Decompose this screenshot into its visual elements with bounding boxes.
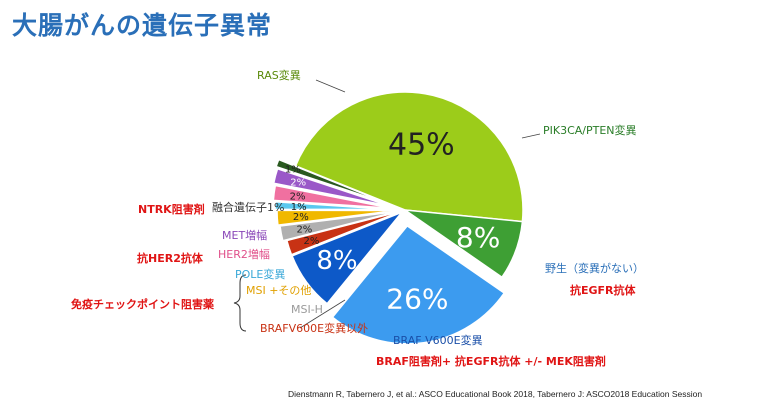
annotation-ntrk: NTRK阻害剤 bbox=[138, 203, 205, 216]
pct-label-her2: 2% bbox=[290, 192, 306, 203]
pie-pik3ca-pten bbox=[402, 208, 524, 279]
percent-labels: 45%8%26%8%2%2%2%1%2%2%1% bbox=[285, 127, 500, 315]
leader-ras bbox=[315, 79, 346, 93]
pie-wild-type bbox=[331, 224, 506, 345]
pie-msi-h bbox=[279, 210, 398, 242]
pct-label-wild-type: 26% bbox=[386, 282, 448, 315]
name-label-braf-non-v600e: BRAFV600E変異以外 bbox=[260, 321, 368, 335]
pct-label-pik3ca-pten: 8% bbox=[456, 221, 500, 254]
name-label-ras: RAS変異 bbox=[257, 68, 301, 82]
name-label-her2: HER2増幅 bbox=[218, 248, 270, 261]
name-label-msi-h: MSI-H bbox=[291, 303, 323, 316]
leader-braf-non-v600e bbox=[299, 299, 346, 329]
pie-fusion bbox=[275, 158, 389, 205]
pie-her2 bbox=[272, 184, 392, 209]
pct-label-ras: 45% bbox=[388, 127, 455, 162]
pie-braf-v600e bbox=[291, 210, 405, 305]
name-label-met: MET増幅 bbox=[222, 229, 267, 242]
pie-slices bbox=[272, 91, 524, 345]
leader-lines bbox=[299, 79, 541, 329]
annotation-wild: 抗EGFR抗体 bbox=[570, 284, 636, 297]
pct-label-pole: 1% bbox=[291, 202, 307, 213]
name-label-wild-type: 野生（変異がない） bbox=[545, 261, 644, 275]
pie-pole bbox=[274, 200, 394, 211]
name-label-pik3ca-pten: PIK3CA/PTEN変異 bbox=[543, 123, 637, 137]
pie-ras bbox=[294, 91, 524, 223]
immune-bracket bbox=[233, 274, 247, 332]
annotation-braf: BRAF阻害剤+ 抗EGFR抗体 +/- MEK阻害剤 bbox=[376, 355, 606, 368]
name-label-braf-v600e: BRAF V600E変異 bbox=[393, 333, 483, 347]
pct-label-fusion: 1% bbox=[285, 164, 301, 175]
citation: Dienstmann R, Tabernero J, et al.: ASCO … bbox=[288, 389, 703, 399]
name-label-fusion: 融合遺伝子1% bbox=[212, 200, 284, 214]
pct-label-msi-h: 2% bbox=[296, 225, 312, 236]
pie-braf-non-v600e bbox=[285, 210, 402, 256]
annotation-immune: 免疫チェックポイント阻害薬 bbox=[71, 298, 214, 311]
chart-title: 大腸がんの遺伝子異常 bbox=[12, 11, 273, 40]
pct-label-braf-non-v600e: 2% bbox=[303, 236, 319, 247]
pie-met bbox=[272, 167, 390, 207]
leader-pik3ca-pten bbox=[521, 133, 541, 139]
name-label-pole: POLE変異 bbox=[235, 267, 285, 281]
name-label-msi-other: MSI +その他 bbox=[246, 284, 311, 297]
pie-msi-other bbox=[276, 209, 396, 227]
annotation-her2: 抗HER2抗体 bbox=[137, 252, 203, 265]
pct-label-met: 2% bbox=[290, 178, 306, 189]
pct-label-msi-other: 2% bbox=[293, 212, 309, 223]
pct-label-braf-v600e: 8% bbox=[316, 246, 357, 276]
